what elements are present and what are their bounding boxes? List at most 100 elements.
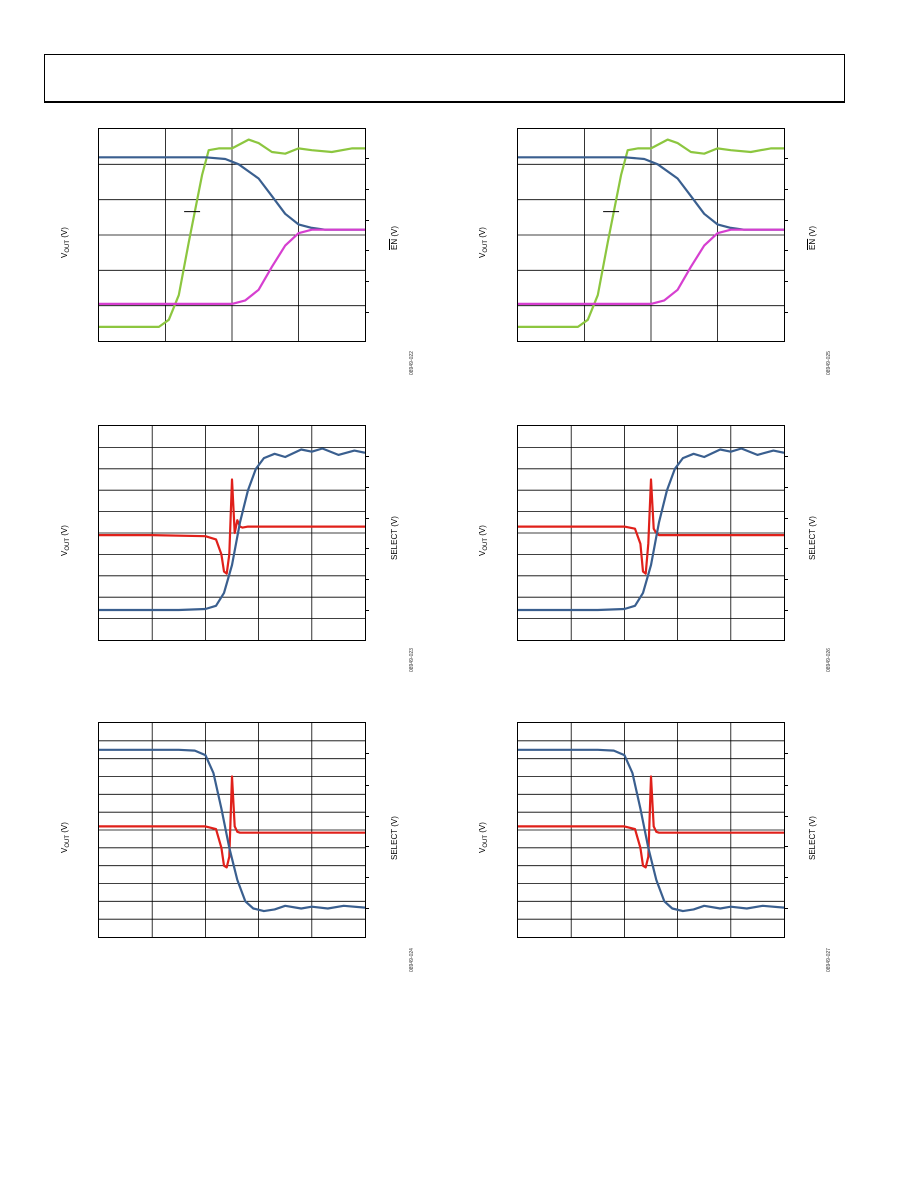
right-axis-tick [365, 846, 369, 847]
plot-svg [518, 426, 784, 640]
right-axis-tick [784, 908, 788, 909]
right-axis-tick [365, 908, 369, 909]
ylabel-right-text: SELECT (V) [390, 816, 399, 860]
series-line-magenta [518, 228, 784, 305]
y-axis-label-right: EN (V) [808, 226, 817, 250]
right-axis-tick [365, 548, 369, 549]
figure-id: 08949-023 [409, 648, 415, 672]
ylabel-left-unit: (V) [478, 525, 487, 538]
y-axis-label-right: SELECT (V) [808, 816, 817, 860]
y-axis-label-left: VOUT (V) [60, 822, 71, 853]
right-axis-tick [784, 220, 788, 221]
figure-id: 08949-025 [826, 351, 832, 375]
right-axis-tick [784, 250, 788, 251]
series-line-magenta [99, 228, 365, 305]
ylabel-left-main: V [60, 847, 69, 853]
right-axis-tick [365, 579, 369, 580]
plot-area [517, 722, 785, 938]
ylabel-left-subscript: OUT [65, 537, 71, 551]
ylabel-left-main: V [60, 550, 69, 556]
y-axis-label-right: SELECT (V) [390, 816, 399, 860]
right-axis-tick [365, 518, 369, 519]
plot-area [517, 425, 785, 641]
series-line-blue [518, 748, 784, 913]
right-axis-tick [365, 456, 369, 457]
right-axis-tick [784, 548, 788, 549]
ylabel-left-main: V [60, 252, 69, 258]
right-axis-tick [784, 158, 788, 159]
figure-id: 08949-024 [409, 948, 415, 972]
right-axis-tick [784, 753, 788, 754]
plot-area [98, 128, 366, 342]
right-axis-tick [784, 518, 788, 519]
y-axis-label-left: VOUT (V) [478, 822, 489, 853]
right-axis-tick [784, 281, 788, 282]
series-line-green [99, 138, 365, 328]
ylabel-right-text: SELECT (V) [390, 516, 399, 560]
figure-id: 08949-022 [409, 351, 415, 375]
ylabel-right-unit: (V) [808, 225, 817, 239]
ylabel-left-unit: (V) [60, 525, 69, 538]
y-axis-label-right: EN (V) [390, 226, 399, 250]
right-axis-tick [365, 158, 369, 159]
ylabel-left-main: V [478, 847, 487, 853]
plot-area [517, 128, 785, 342]
ylabel-right-text: SELECT (V) [808, 516, 817, 560]
ylabel-right-text: SELECT (V) [808, 816, 817, 860]
ylabel-left-unit: (V) [60, 822, 69, 835]
y-axis-label-left: VOUT (V) [478, 227, 489, 258]
plot-svg [99, 723, 365, 937]
ylabel-left-subscript: OUT [483, 834, 489, 848]
series-line-red [518, 775, 784, 869]
plot-area [98, 722, 366, 938]
right-axis-tick [365, 610, 369, 611]
right-axis-tick [784, 456, 788, 457]
ylabel-left-subscript: OUT [65, 834, 71, 848]
right-axis-tick [365, 816, 369, 817]
right-axis-tick [365, 281, 369, 282]
series-line-blue [99, 447, 365, 612]
plot-area [98, 425, 366, 641]
ylabel-left-subscript: OUT [483, 537, 489, 551]
right-axis-tick [365, 250, 369, 251]
ylabel-left-main: V [478, 252, 487, 258]
figure-id: 08949-027 [826, 948, 832, 972]
right-axis-tick [365, 487, 369, 488]
right-axis-tick [365, 877, 369, 878]
right-axis-tick [365, 220, 369, 221]
page-header-box [44, 54, 845, 103]
right-axis-tick [784, 579, 788, 580]
ylabel-left-unit: (V) [60, 227, 69, 240]
ylabel-right-en: EN [808, 238, 817, 250]
right-axis-tick [784, 785, 788, 786]
plot-svg [99, 426, 365, 640]
right-axis-tick [365, 753, 369, 754]
series-line-green [518, 138, 784, 328]
y-axis-label-left: VOUT (V) [60, 525, 71, 556]
right-axis-tick [784, 816, 788, 817]
plot-svg [99, 129, 365, 341]
y-axis-label-left: VOUT (V) [60, 227, 71, 258]
ylabel-left-subscript: OUT [483, 239, 489, 253]
right-axis-tick [784, 312, 788, 313]
right-axis-tick [784, 487, 788, 488]
figure-id: 08949-026 [826, 648, 832, 672]
ylabel-right-unit: (V) [390, 225, 399, 239]
ylabel-left-unit: (V) [478, 227, 487, 240]
right-axis-tick [784, 610, 788, 611]
series-line-blue [99, 748, 365, 913]
ylabel-left-subscript: OUT [65, 239, 71, 253]
ylabel-right-en: EN [390, 238, 399, 250]
right-axis-tick [784, 877, 788, 878]
y-axis-label-left: VOUT (V) [478, 525, 489, 556]
plot-svg [518, 723, 784, 937]
ylabel-left-unit: (V) [478, 822, 487, 835]
series-line-red [99, 478, 365, 575]
right-axis-tick [784, 846, 788, 847]
right-axis-tick [365, 312, 369, 313]
right-axis-tick [365, 785, 369, 786]
y-axis-label-right: SELECT (V) [808, 516, 817, 560]
right-axis-tick [365, 189, 369, 190]
ylabel-left-main: V [478, 550, 487, 556]
right-axis-tick [784, 189, 788, 190]
